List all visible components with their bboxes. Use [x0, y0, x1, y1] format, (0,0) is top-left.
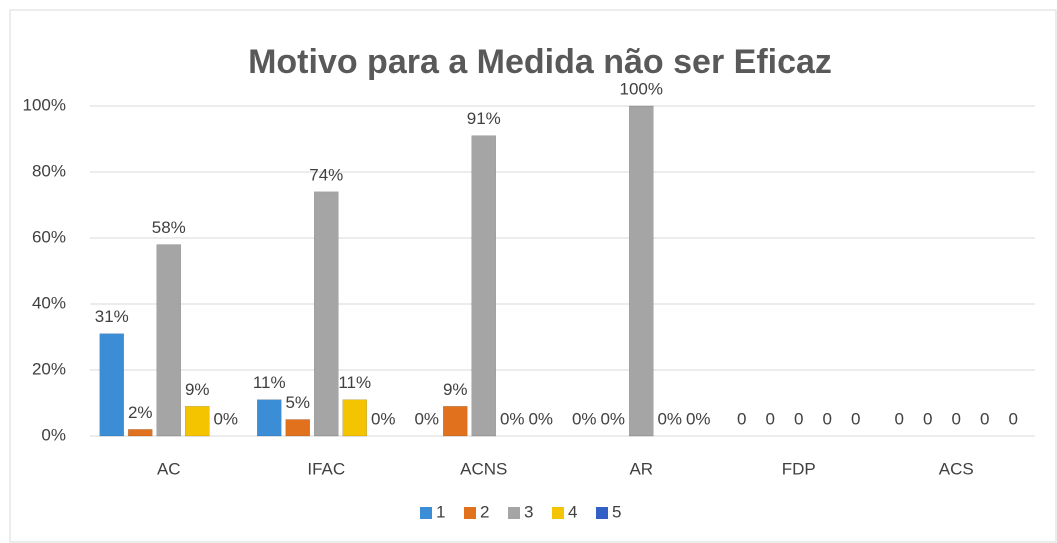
data-label: 0: [823, 409, 832, 428]
data-label: 0%: [414, 409, 439, 428]
bar: [156, 244, 181, 437]
bar: [443, 406, 468, 437]
legend-label: 5: [612, 502, 621, 521]
legend-label: 1: [436, 502, 445, 521]
bar: [629, 105, 654, 437]
data-label: 11%: [338, 373, 371, 392]
data-label: 0%: [213, 409, 238, 428]
data-label: 9%: [185, 380, 210, 399]
bar: [285, 419, 310, 437]
data-label: 0: [923, 409, 932, 428]
data-label: 0: [794, 409, 803, 428]
y-tick-label: 60%: [32, 227, 66, 246]
data-label: 0%: [657, 409, 682, 428]
legend-label: 4: [568, 502, 577, 521]
bar: [128, 429, 153, 437]
chart-title: Motivo para a Medida não ser Eficaz: [248, 43, 832, 81]
data-label: 0%: [371, 409, 396, 428]
data-label: 0: [851, 409, 860, 428]
legend-swatch: [464, 507, 476, 519]
y-tick-label: 0%: [41, 425, 66, 444]
bar: [342, 399, 367, 437]
data-label: 0: [895, 409, 904, 428]
data-label: 0: [952, 409, 961, 428]
legend-label: 3: [524, 502, 533, 521]
data-label: 74%: [309, 165, 343, 184]
data-label: 2%: [128, 403, 153, 422]
y-tick-label: 80%: [32, 161, 66, 180]
x-tick-label: IFAC: [307, 459, 345, 478]
data-label: 0%: [686, 409, 711, 428]
data-label: 0%: [500, 409, 525, 428]
chart-border: [9, 9, 1057, 543]
x-tick-label: ACS: [939, 459, 974, 478]
y-tick-label: 20%: [32, 359, 66, 378]
data-label: 5%: [285, 393, 310, 412]
x-tick-label: AR: [629, 459, 653, 478]
data-label: 31%: [95, 307, 129, 326]
legend-swatch: [596, 507, 608, 519]
bar: [471, 135, 496, 437]
x-tick-label: AC: [157, 459, 181, 478]
y-tick-label: 40%: [32, 293, 66, 312]
data-label: 0%: [600, 409, 625, 428]
legend-label: 2: [480, 502, 489, 521]
bar: [99, 333, 124, 437]
legend-swatch: [508, 507, 520, 519]
legend-swatch: [552, 507, 564, 519]
data-label: 0: [766, 409, 775, 428]
legend-swatch: [420, 507, 432, 519]
data-label: 0: [1009, 409, 1018, 428]
data-label: 0%: [528, 409, 553, 428]
y-tick-label: 100%: [23, 95, 66, 114]
data-label: 58%: [152, 218, 186, 237]
bar: [257, 399, 282, 437]
x-tick-label: FDP: [782, 459, 816, 478]
data-label: 0: [980, 409, 989, 428]
data-label: 0: [737, 409, 746, 428]
data-label: 11%: [253, 373, 286, 392]
x-tick-label: ACNS: [460, 459, 507, 478]
data-label: 100%: [620, 79, 663, 98]
data-label: 0%: [572, 409, 597, 428]
data-label: 9%: [443, 380, 468, 399]
bar: [185, 406, 210, 437]
data-label: 91%: [467, 109, 501, 128]
bar: [314, 191, 339, 437]
